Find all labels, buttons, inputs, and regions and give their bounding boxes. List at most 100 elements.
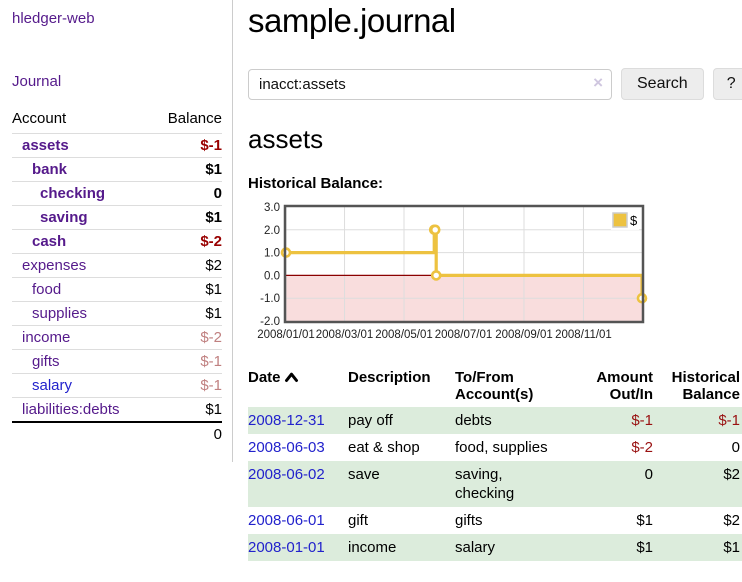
account-row: bank $1 [12, 157, 222, 182]
transactions-header-row: Date Description To/From Account(s) Amou… [248, 366, 742, 407]
accounts-total-spacer [12, 422, 152, 446]
transactions-body: 2008-12-31 pay off debts $-1 $-1 2008-06-03 ea… [248, 407, 742, 561]
svg-text:-1.0: -1.0 [260, 293, 280, 305]
transaction-balance: $-1 [718, 412, 740, 429]
search-input-wrap: × [248, 68, 612, 100]
transaction-balance: 0 [731, 439, 740, 456]
svg-text:2008/11/01: 2008/11/01 [555, 329, 612, 341]
date-column-header[interactable]: Date [248, 366, 348, 407]
accounts-header-row: Account Balance [12, 106, 222, 134]
transaction-date-link[interactable]: 2008-01-01 [248, 539, 325, 556]
account-link[interactable]: salary [32, 377, 73, 394]
account-link[interactable]: checking [40, 185, 106, 202]
transaction-amount: 0 [644, 466, 653, 483]
transaction-accounts: debts [455, 412, 492, 429]
app-title-link[interactable]: hledger-web [12, 10, 95, 27]
account-balance: $-2 [200, 233, 222, 250]
transaction-amount: $-2 [631, 439, 653, 456]
transaction-date-link[interactable]: 2008-06-01 [248, 512, 325, 529]
page: hledger-web Journal Account Balance asse… [12, 0, 742, 561]
transaction-balance: $2 [723, 466, 740, 483]
account-link[interactable]: income [22, 329, 71, 346]
account-link[interactable]: expenses [22, 257, 87, 274]
svg-text:3.0: 3.0 [264, 202, 280, 214]
search-input[interactable] [248, 68, 612, 100]
accounts-header-balance: Balance [167, 110, 222, 127]
account-link[interactable]: assets [22, 137, 69, 154]
account-row: cash $-2 [12, 229, 222, 254]
amount-column-header: Amount Out/In [596, 369, 653, 403]
svg-text:-2.0: -2.0 [260, 316, 280, 328]
svg-text:0.0: 0.0 [264, 270, 280, 282]
account-link[interactable]: liabilities:debts [22, 401, 120, 418]
transaction-accounts: saving, checking [455, 466, 515, 502]
transaction-row: 2008-06-02 save saving, checking 0 $2 [248, 461, 742, 507]
transaction-date-cell: 2008-06-01 [248, 507, 348, 534]
transaction-accounts: gifts [455, 512, 483, 529]
transaction-description: income [348, 539, 397, 556]
transaction-row: 2008-06-03 eat & shop food, supplies $-2 0 [248, 434, 742, 461]
accounts-table: Account Balance assets $-1 bank $1 checking 0… [12, 106, 222, 446]
account-row: income $-2 [12, 325, 222, 350]
transaction-balance: $2 [723, 512, 740, 529]
search-form: × Search ? [248, 68, 742, 100]
description-column-header: Description [348, 369, 431, 386]
account-row: salary $-1 [12, 373, 222, 398]
account-balance: $1 [205, 161, 222, 178]
transaction-amount: $-1 [631, 412, 653, 429]
account-row: expenses $2 [12, 253, 222, 278]
svg-text:2008/03/01: 2008/03/01 [316, 329, 374, 341]
help-button[interactable]: ? [712, 68, 742, 100]
sort-ascending-icon [284, 372, 298, 382]
account-balance: $1 [205, 305, 222, 322]
account-heading: assets [248, 124, 324, 154]
transaction-description: pay off [348, 412, 393, 429]
account-balance: 0 [213, 185, 222, 202]
transaction-date-link[interactable]: 2008-12-31 [248, 412, 325, 429]
svg-text:2008/07/01: 2008/07/01 [435, 329, 493, 341]
account-balance: $1 [205, 281, 222, 298]
transaction-date-cell: 2008-06-03 [248, 434, 348, 461]
svg-text:1.0: 1.0 [264, 248, 280, 260]
accounts-header-account: Account [12, 110, 67, 127]
transaction-accounts: food, supplies [455, 439, 548, 456]
account-link[interactable]: cash [32, 233, 67, 250]
account-balance: $-1 [200, 353, 222, 370]
transaction-amount: $1 [636, 512, 653, 529]
svg-text:2008/05/01: 2008/05/01 [375, 329, 433, 341]
account-link[interactable]: supplies [32, 305, 88, 322]
svg-text:2.0: 2.0 [264, 225, 280, 237]
account-link[interactable]: gifts [32, 353, 60, 370]
transaction-row: 2008-06-01 gift gifts $1 $2 [248, 507, 742, 534]
svg-text:$: $ [630, 213, 638, 228]
account-balance: $2 [205, 257, 222, 274]
transaction-row: 2008-12-31 pay off debts $-1 $-1 [248, 407, 742, 434]
account-balance: $-2 [200, 329, 222, 346]
account-row: liabilities:debts $1 [12, 397, 222, 423]
account-link[interactable]: saving [40, 209, 88, 226]
transaction-date-link[interactable]: 2008-06-03 [248, 439, 325, 456]
account-link[interactable]: food [32, 281, 62, 298]
clear-search-icon[interactable]: × [593, 72, 603, 92]
sidebar-item-journal[interactable]: Journal [12, 73, 62, 90]
account-row: checking 0 [12, 181, 222, 206]
svg-text:2008/09/01: 2008/09/01 [495, 329, 553, 341]
transaction-accounts: salary [455, 539, 496, 556]
transaction-balance: $1 [723, 539, 740, 556]
transactions-table: Date Description To/From Account(s) Amou… [248, 366, 742, 561]
page-title: sample.journal [248, 2, 456, 39]
account-link[interactable]: bank [32, 161, 68, 178]
transaction-date-link[interactable]: 2008-06-02 [248, 466, 325, 483]
search-button[interactable]: Search [621, 68, 704, 100]
main-content: sample.journal × Search ? assets Histori… [233, 0, 742, 561]
transaction-row: 2008-01-01 income salary $1 $1 [248, 534, 742, 561]
accounts-total-value: 0 [213, 426, 222, 443]
transaction-date-cell: 2008-01-01 [248, 534, 348, 561]
chart-label: Historical Balance: [248, 175, 384, 192]
account-balance: $1 [205, 401, 222, 418]
balance-column-header: Historical Balance [671, 369, 740, 403]
transaction-amount: $1 [636, 539, 653, 556]
account-row: gifts $-1 [12, 349, 222, 374]
transaction-date-cell: 2008-06-02 [248, 461, 348, 507]
accounts-column-header: To/From Account(s) [455, 369, 534, 403]
